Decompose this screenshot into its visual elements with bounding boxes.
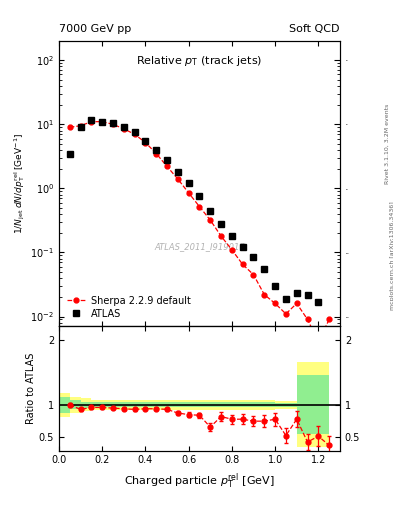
Sherpa 2.2.9 default: [305, 316, 310, 323]
Text: ATLAS_2011_I919017: ATLAS_2011_I919017: [154, 242, 245, 251]
Sherpa 2.2.9 default: [68, 124, 72, 131]
Sherpa 2.2.9 default: [165, 163, 169, 169]
ATLAS: [68, 151, 72, 157]
Text: mcplots.cern.ch [arXiv:1306.3436]: mcplots.cern.ch [arXiv:1306.3436]: [390, 202, 393, 310]
Text: Relative $p_{\rm T}$ (track jets): Relative $p_{\rm T}$ (track jets): [136, 54, 263, 68]
ATLAS: [197, 194, 202, 200]
ATLAS: [283, 295, 288, 302]
Sherpa 2.2.9 default: [121, 126, 126, 132]
Sherpa 2.2.9 default: [262, 291, 266, 297]
ATLAS: [175, 169, 180, 175]
Sherpa 2.2.9 default: [186, 190, 191, 196]
Sherpa 2.2.9 default: [240, 261, 245, 267]
ATLAS: [316, 298, 321, 305]
Sherpa 2.2.9 default: [100, 119, 105, 125]
Sherpa 2.2.9 default: [273, 301, 277, 307]
ATLAS: [154, 147, 159, 153]
Text: Rivet 3.1.10, 3.2M events: Rivet 3.1.10, 3.2M events: [385, 103, 389, 183]
Sherpa 2.2.9 default: [208, 217, 213, 223]
ATLAS: [219, 221, 223, 227]
Text: Soft QCD: Soft QCD: [290, 24, 340, 34]
ATLAS: [143, 138, 148, 144]
Sherpa 2.2.9 default: [219, 233, 223, 239]
Sherpa 2.2.9 default: [230, 247, 234, 253]
ATLAS: [240, 244, 245, 250]
ATLAS: [262, 266, 266, 272]
Y-axis label: $1/N_{\rm jet}\;dN/dp_{\rm T}^{\rm rel}\;[{\rm GeV}^{-1}]$: $1/N_{\rm jet}\;dN/dp_{\rm T}^{\rm rel}\…: [13, 133, 28, 234]
Line: Sherpa 2.2.9 default: Sherpa 2.2.9 default: [67, 119, 332, 345]
ATLAS: [208, 207, 213, 214]
ATLAS: [273, 283, 277, 289]
Legend: Sherpa 2.2.9 default, ATLAS: Sherpa 2.2.9 default, ATLAS: [64, 293, 194, 322]
ATLAS: [121, 124, 126, 131]
ATLAS: [305, 291, 310, 297]
Sherpa 2.2.9 default: [316, 339, 321, 345]
Sherpa 2.2.9 default: [78, 123, 83, 129]
Sherpa 2.2.9 default: [251, 271, 256, 278]
ATLAS: [186, 180, 191, 186]
Sherpa 2.2.9 default: [197, 203, 202, 209]
Sherpa 2.2.9 default: [132, 131, 137, 137]
Sherpa 2.2.9 default: [154, 151, 159, 157]
Sherpa 2.2.9 default: [294, 301, 299, 307]
ATLAS: [230, 233, 234, 239]
Sherpa 2.2.9 default: [283, 311, 288, 317]
Text: 7000 GeV pp: 7000 GeV pp: [59, 24, 131, 34]
X-axis label: Charged particle $p_{\rm T}^{\rm rel}$ [GeV]: Charged particle $p_{\rm T}^{\rm rel}$ […: [124, 471, 275, 490]
ATLAS: [100, 119, 105, 125]
Sherpa 2.2.9 default: [143, 139, 148, 145]
ATLAS: [294, 290, 299, 296]
Sherpa 2.2.9 default: [111, 121, 116, 127]
Sherpa 2.2.9 default: [89, 119, 94, 125]
Sherpa 2.2.9 default: [327, 316, 332, 323]
Sherpa 2.2.9 default: [175, 176, 180, 182]
Line: ATLAS: ATLAS: [66, 117, 322, 305]
ATLAS: [165, 157, 169, 163]
Y-axis label: Ratio to ATLAS: Ratio to ATLAS: [26, 353, 36, 424]
ATLAS: [132, 129, 137, 135]
ATLAS: [89, 117, 94, 123]
ATLAS: [78, 124, 83, 131]
ATLAS: [111, 120, 116, 126]
ATLAS: [251, 254, 256, 260]
